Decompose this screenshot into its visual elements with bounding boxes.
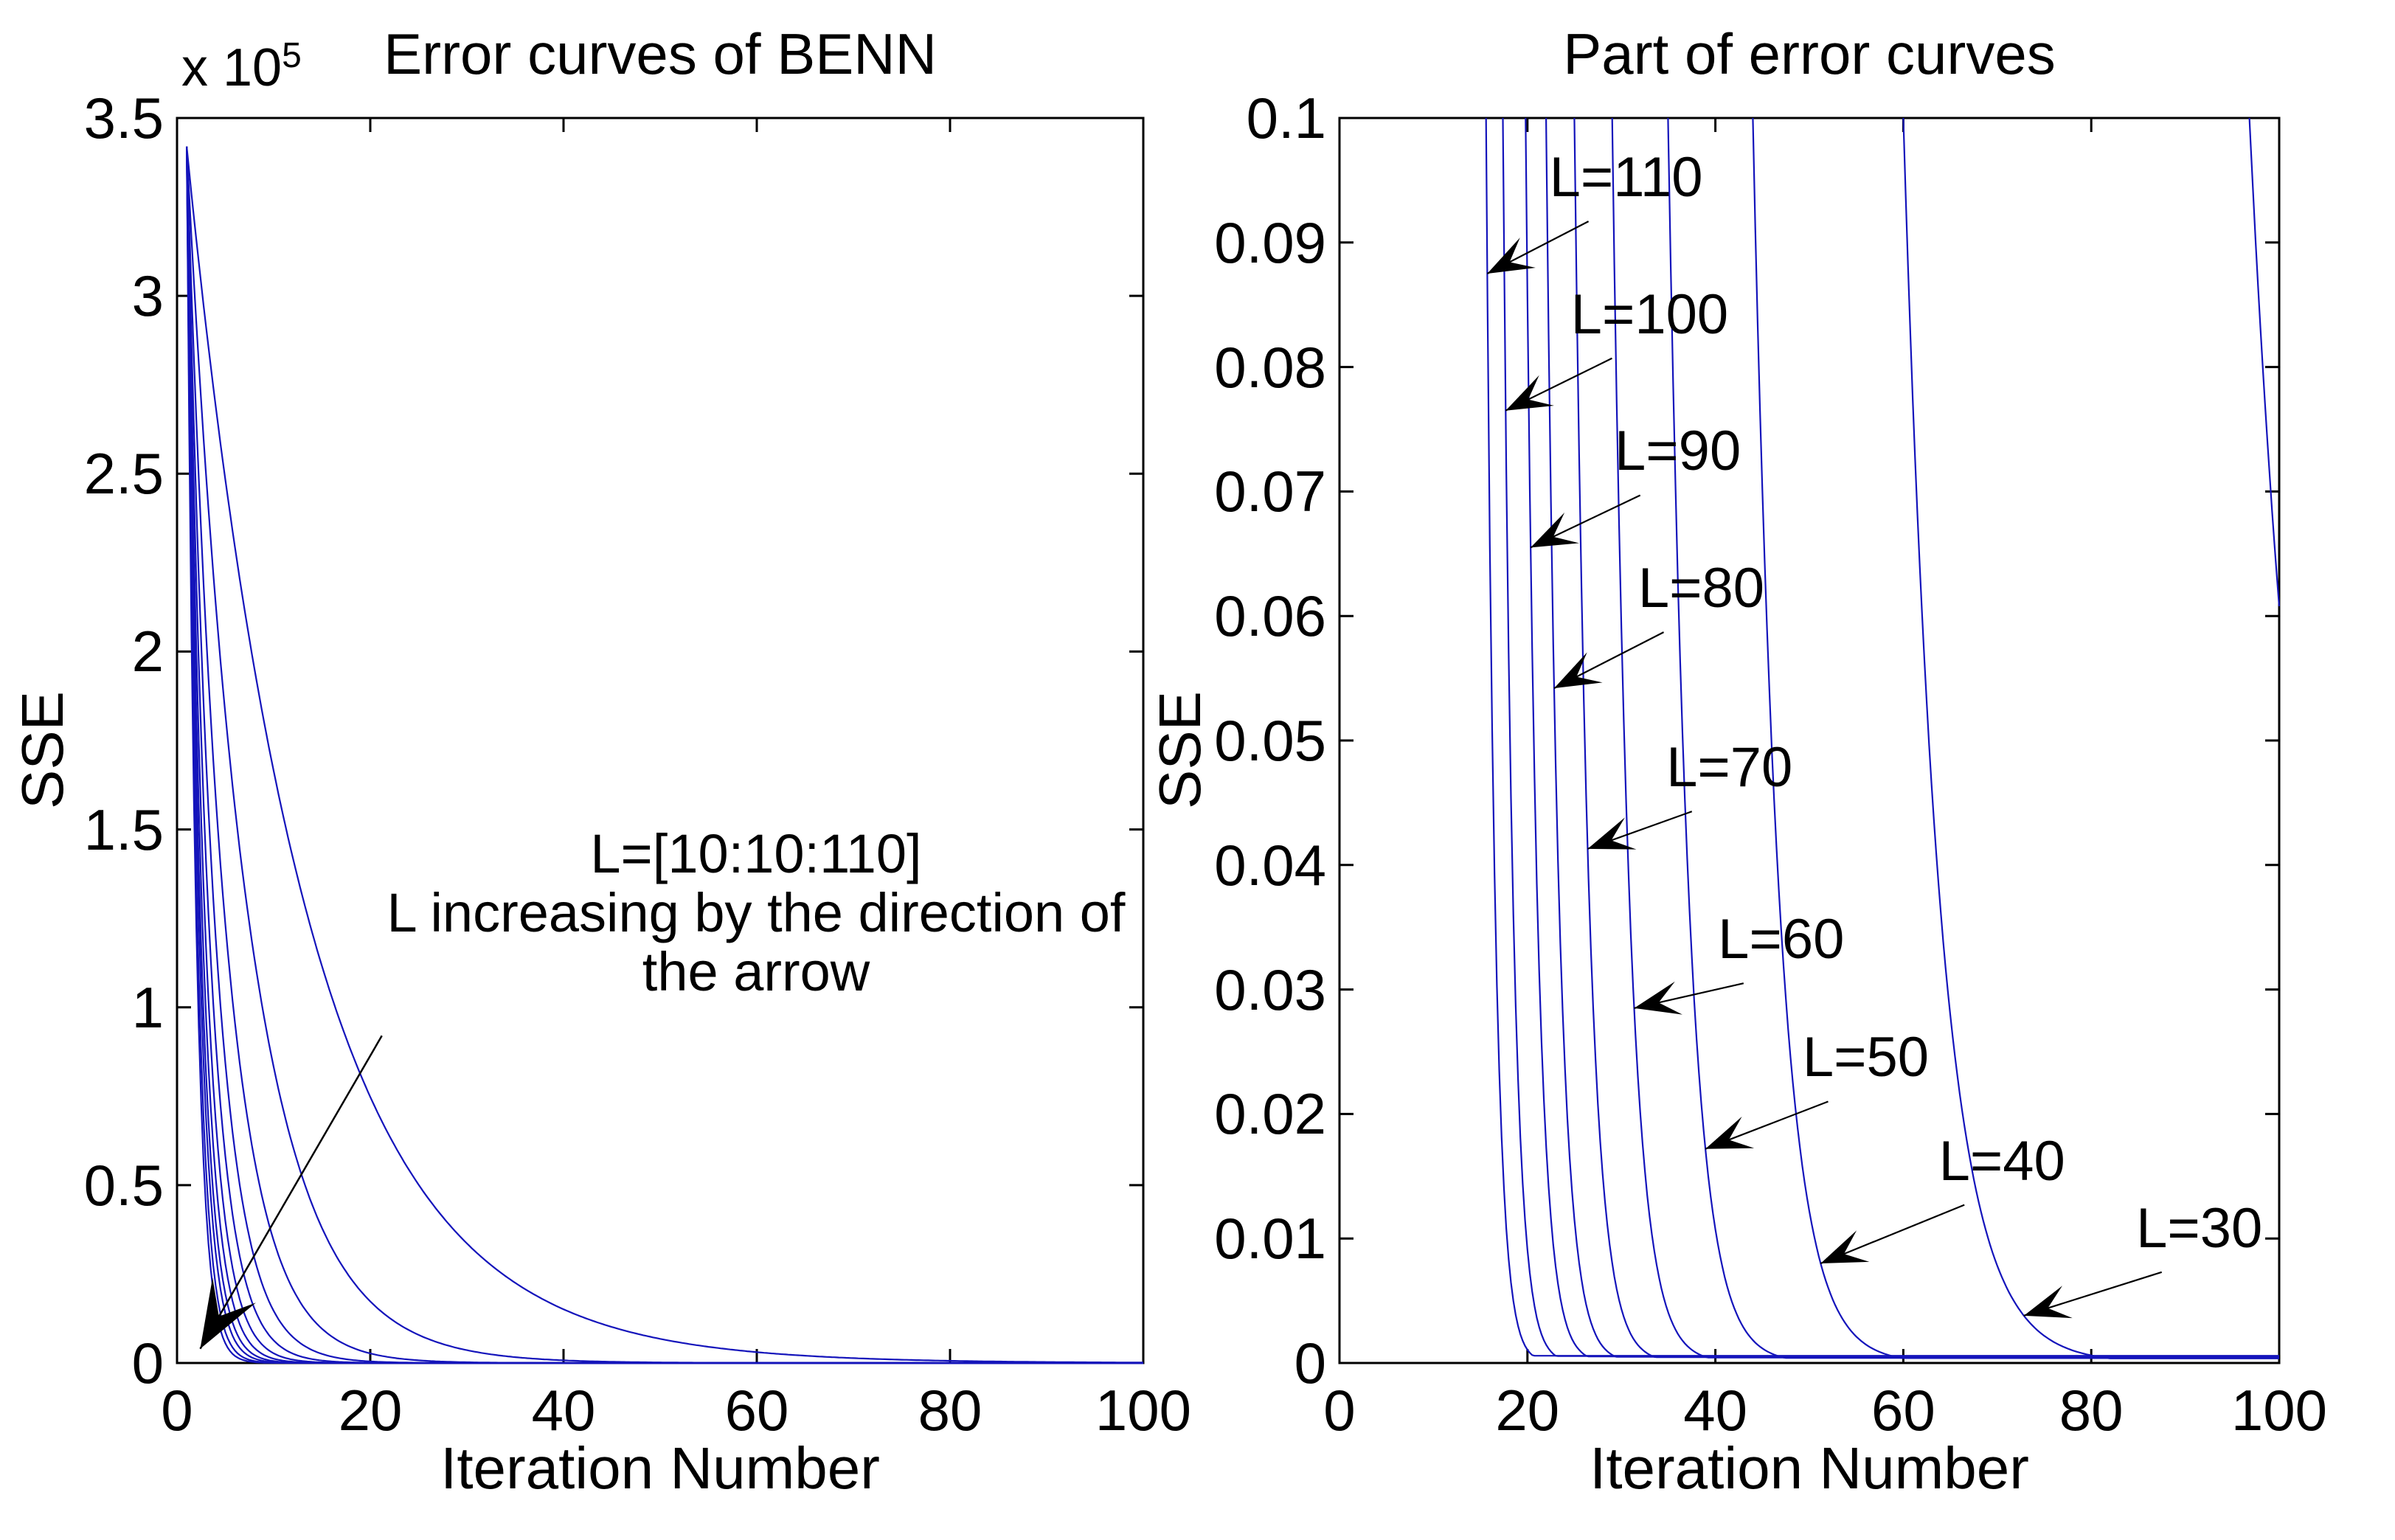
left-y-tick-label-0: 0 — [131, 1331, 164, 1395]
curve-label-L-100: L=100 — [1570, 282, 1729, 346]
left-x-tick-label-100: 100 — [1095, 1378, 1192, 1443]
right-y-tick-label-0.04: 0.04 — [1214, 832, 1326, 898]
curve-label-arrow-head-L-60 — [1634, 981, 1682, 1015]
right-x-tick-label-60: 60 — [1871, 1378, 1935, 1443]
left-error-curve-L-70 — [186, 146, 1143, 1364]
right-y-tick-label-0.02: 0.02 — [1214, 1081, 1326, 1147]
right-y-tick-label-0.03: 0.03 — [1214, 957, 1326, 1022]
left-y-tick-label-0.5: 0.5 — [83, 1152, 164, 1218]
curve-label-L-30: L=30 — [2136, 1196, 2263, 1260]
left-error-curve-L-40 — [186, 146, 1143, 1364]
left-y-tick-label-2: 2 — [131, 619, 164, 684]
annotation-line-3: the arrow — [642, 941, 870, 1002]
right-y-tick-label-0.09: 0.09 — [1214, 209, 1326, 275]
curve-label-L-50: L=50 — [1802, 1026, 1930, 1089]
right-y-tick-label-0.07: 0.07 — [1214, 459, 1326, 524]
left-error-curve-L-30 — [186, 146, 1143, 1364]
left-x-tick-label-20: 20 — [338, 1378, 403, 1443]
right-y-tick-label-0.01: 0.01 — [1214, 1206, 1326, 1272]
annotation-line-2: L increasing by the direction of — [387, 882, 1126, 943]
left-x-tick-label-60: 60 — [724, 1378, 789, 1443]
curve-label-arrow-head-L-90 — [1531, 512, 1579, 548]
left-error-curve-L-60 — [186, 146, 1143, 1364]
left-y-tick-label-1: 1 — [131, 974, 164, 1040]
curve-label-arrow-line-L-40 — [1820, 1204, 1965, 1264]
left-error-curve-L-10 — [186, 146, 1143, 1364]
curve-label-L-70: L=70 — [1666, 736, 1793, 800]
curve-label-arrow-head-L-100 — [1505, 375, 1554, 411]
curve-label-arrow-head-L-70 — [1587, 817, 1637, 850]
right-chart-title: Part of error curves — [1563, 21, 2056, 86]
curve-label-arrow-head-L-110 — [1487, 237, 1536, 274]
left-y-tick-label-3.5: 3.5 — [83, 86, 164, 150]
left-x-tick-label-80: 80 — [918, 1378, 982, 1443]
left-error-curve-L-90 — [186, 146, 1143, 1364]
left-error-curve-L-50 — [186, 146, 1143, 1364]
left-x-tick-label-40: 40 — [531, 1378, 596, 1443]
exponent-power: 5 — [282, 36, 302, 75]
curve-label-arrow-head-L-50 — [1705, 1116, 1755, 1149]
right-error-curve-L-110 — [1485, 117, 2279, 1357]
curve-label-L-90: L=90 — [1615, 420, 1741, 483]
right-x-tick-label-20: 20 — [1495, 1378, 1560, 1443]
left-error-curve-L-20 — [186, 146, 1143, 1364]
curve-label-arrow-head-L-80 — [1554, 652, 1603, 689]
right-y-tick-label-0: 0 — [1294, 1331, 1326, 1395]
curve-label-arrow-head-L-30 — [2023, 1286, 2073, 1319]
exponent-prefix: x 10 — [181, 38, 283, 97]
left-y-tick-label-2.5: 2.5 — [83, 441, 164, 507]
left-error-curve-L-80 — [186, 146, 1143, 1364]
right-x-tick-label-80: 80 — [2059, 1378, 2124, 1443]
left-x-axis-label: Iteration Number — [440, 1435, 880, 1501]
right-x-axis-label: Iteration Number — [1590, 1435, 2029, 1501]
curve-label-L-110: L=110 — [1549, 146, 1703, 209]
left-x-tick-label-0: 0 — [161, 1378, 193, 1443]
right-plot-box — [1338, 117, 2281, 1364]
left-chart-annotation: L=[10:10:110] L increasing by the direct… — [387, 825, 1126, 1002]
left-error-curve-L-100 — [186, 146, 1143, 1364]
left-chart-title: Error curves of BENN — [384, 21, 937, 86]
curve-label-L-80: L=80 — [1637, 557, 1765, 620]
annotation-line-1: L=[10:10:110] — [590, 823, 922, 884]
right-y-tick-label-0.08: 0.08 — [1214, 334, 1326, 400]
right-x-tick-label-100: 100 — [2231, 1378, 2328, 1443]
left-y-tick-label-1.5: 1.5 — [83, 797, 164, 862]
direction-arrow-head — [200, 1277, 256, 1349]
right-x-tick-label-0: 0 — [1323, 1378, 1356, 1443]
right-y-tick-label-0.06: 0.06 — [1214, 583, 1326, 649]
right-x-tick-label-40: 40 — [1683, 1378, 1747, 1443]
left-error-curve-L-110 — [186, 146, 1143, 1364]
curve-label-L-40: L=40 — [1938, 1129, 2065, 1193]
curve-label-arrow-head-L-40 — [1820, 1230, 1870, 1263]
left-y-axis-exponent: x 105 — [181, 35, 302, 98]
curve-label-L-60: L=60 — [1718, 908, 1845, 971]
direction-arrow-line — [199, 1035, 383, 1350]
left-y-axis-label: SSE — [10, 690, 75, 810]
right-y-tick-label-0.05: 0.05 — [1214, 708, 1326, 773]
right-error-curve-L-20 — [2248, 117, 2281, 607]
right-y-tick-label-0.1: 0.1 — [1246, 86, 1326, 150]
left-plot-box — [176, 117, 1145, 1364]
left-y-tick-label-3: 3 — [131, 263, 164, 329]
